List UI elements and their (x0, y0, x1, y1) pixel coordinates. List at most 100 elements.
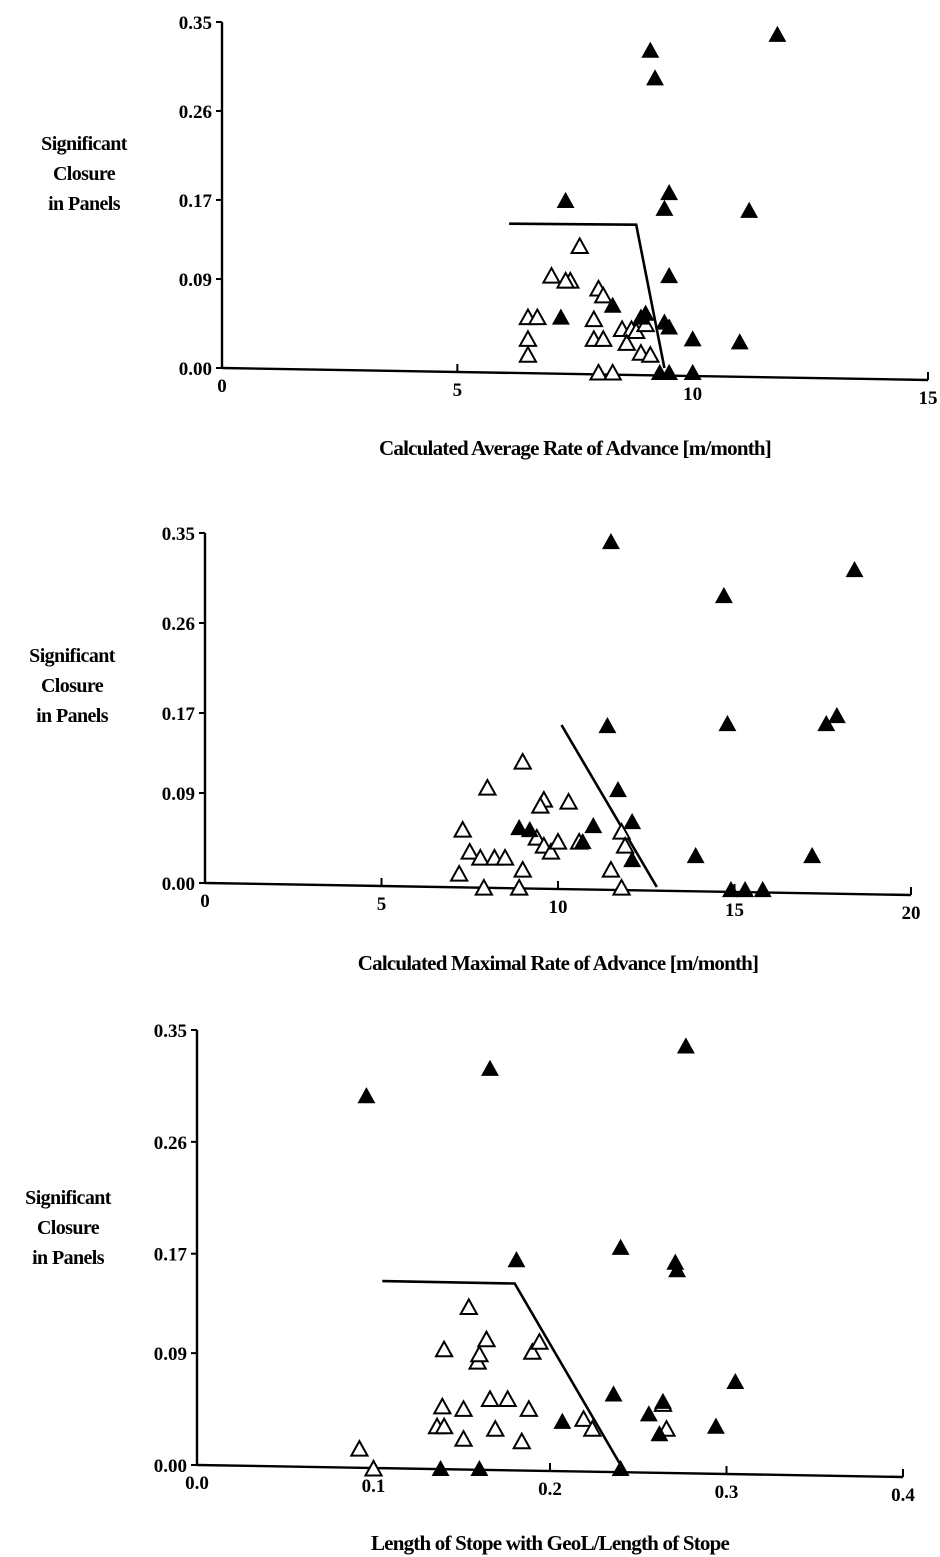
y-axis-label: Closure (53, 163, 116, 185)
filled-triangle-point (683, 363, 702, 381)
y-tick-label: 0.26 (154, 1133, 187, 1154)
y-tick-label: 0.09 (154, 1344, 187, 1365)
x-axis (221, 366, 929, 382)
filled-triangle-point (357, 1087, 376, 1104)
filled-triangle-point (722, 880, 740, 898)
x-tick-label: 0.1 (362, 1476, 386, 1497)
open-triangle-point (452, 819, 473, 838)
filled-triangle-point (740, 201, 759, 218)
open-triangle-point (601, 859, 621, 878)
filled-triangle-point (636, 304, 655, 321)
filled-triangle-point (609, 780, 627, 798)
filled-triangle-point (556, 191, 575, 208)
filled-triangle-point (686, 846, 705, 864)
y-tick-label: 0.00 (154, 1456, 187, 1477)
y-axis-label: in Panels (48, 193, 121, 215)
filled-triangle-point (507, 1251, 526, 1268)
x-tick-label: 0.2 (538, 1479, 562, 1500)
filled-triangle-point (623, 850, 642, 868)
filled-triangle-point (650, 1425, 669, 1442)
y-tick-label: 0.09 (162, 784, 195, 805)
filled-triangle-point (604, 1385, 623, 1402)
filled-triangle-point (481, 1059, 499, 1076)
x-tick-label: 0.0 (185, 1473, 209, 1494)
filled-triangle-point (803, 846, 822, 864)
open-triangle-point (432, 1396, 453, 1415)
open-triangle-point (509, 877, 529, 896)
x-tick-label: 0 (200, 891, 210, 912)
filled-triangle-point (603, 296, 622, 313)
open-triangle-point (593, 329, 614, 347)
open-triangle-point (476, 1329, 497, 1348)
filled-triangle-point (611, 1459, 630, 1477)
open-triangle-point (541, 265, 562, 284)
open-triangle-point (584, 309, 604, 328)
boundary-line (382, 1279, 622, 1466)
y-axis-label: Closure (37, 1217, 100, 1239)
filled-triangle-point (768, 25, 787, 42)
open-triangle-point (469, 1344, 490, 1363)
open-triangle-point (588, 362, 609, 381)
filled-triangle-point (646, 69, 664, 86)
open-triangle-point (363, 1458, 384, 1477)
filled-triangle-point (639, 1405, 658, 1422)
y-tick-label: 0.26 (162, 614, 195, 635)
filled-triangle-point (641, 41, 660, 58)
filled-triangle-point (470, 1459, 489, 1477)
open-triangle-point (529, 1332, 550, 1350)
filled-triangle-point (753, 880, 772, 898)
filled-triangle-point (827, 706, 846, 724)
open-triangle-point (640, 345, 661, 363)
x-tick-label: 15 (919, 388, 938, 409)
open-triangle-point (541, 841, 561, 860)
filled-triangle-point (551, 308, 570, 325)
open-triangle-point (522, 1342, 543, 1360)
open-triangle-point (495, 847, 515, 866)
filled-triangle-point (660, 318, 679, 335)
filled-triangle-point (553, 1412, 572, 1429)
y-axis-label: Significant (41, 133, 128, 155)
open-triangle-point (474, 877, 494, 896)
open-triangle-point (480, 1389, 500, 1407)
y-tick-label: 0.17 (162, 704, 196, 725)
y-tick-label: 0.26 (179, 102, 212, 123)
filled-triangle-point (676, 1037, 695, 1054)
filled-triangle-point (845, 560, 864, 578)
filled-triangle-point (623, 812, 642, 830)
open-triangle-point (518, 345, 538, 363)
x-tick-label: 5 (377, 894, 387, 915)
open-triangle-point (582, 1419, 603, 1437)
filled-triangle-point (726, 1372, 745, 1390)
open-triangle-point (349, 1439, 370, 1457)
open-triangle-point (434, 1416, 454, 1435)
open-triangle-point (530, 795, 551, 814)
y-tick-label: 0.17 (154, 1245, 188, 1266)
chart-maximal-rate: 0.00 0.09 0.17 0.26 0.35 0 5 10 15 20 Significant C… (29, 524, 920, 975)
x-tick-label: 20 (902, 903, 921, 924)
filled-triangle-point (573, 832, 592, 850)
filled-triangle-point (611, 1238, 630, 1255)
x-axis-title: Calculated Maximal Rate of Advance [m/mo… (358, 951, 759, 975)
filled-triangle-point (660, 267, 679, 284)
open-triangle-point (497, 1389, 518, 1407)
x-axis-title: Length of Stope with GeoL/Length of Stop… (371, 1531, 730, 1555)
filled-triangle-point (660, 183, 679, 201)
open-triangle-point (611, 877, 632, 896)
open-triangle-point (449, 863, 469, 882)
open-triangle-point (434, 1339, 454, 1358)
filled-triangle-point (598, 716, 617, 734)
x-tick-label: 10 (549, 897, 568, 918)
filled-triangle-point (736, 880, 755, 898)
open-triangle-point (527, 307, 548, 326)
filled-triangle-point (730, 333, 749, 350)
open-triangle-point (518, 329, 538, 347)
y-axis-label: Closure (41, 675, 104, 697)
y-tick-label: 0.35 (179, 13, 212, 34)
x-tick-label: 0.4 (891, 1485, 915, 1506)
filled-triangle-point (683, 330, 702, 347)
open-triangle-point (615, 835, 635, 854)
y-axis-label: Significant (29, 645, 116, 667)
x-tick-label: 15 (725, 900, 744, 921)
open-triangle-point (555, 270, 576, 289)
